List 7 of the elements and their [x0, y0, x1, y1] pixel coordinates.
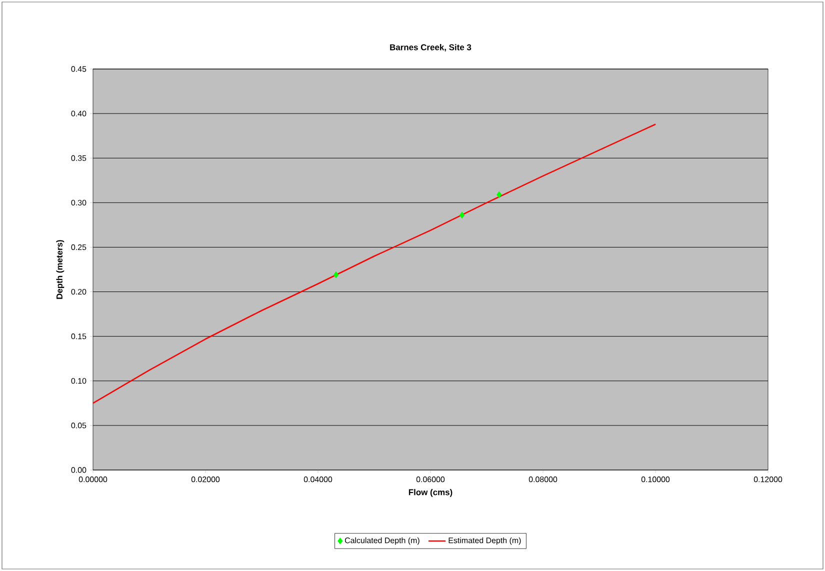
chart-title: Barnes Creek, Site 3	[390, 44, 472, 52]
line-series	[92, 124, 656, 404]
y-axis-title: Depth (meters)	[56, 240, 64, 299]
point	[459, 212, 465, 219]
point	[496, 191, 502, 198]
point	[333, 271, 339, 278]
x-axis-title: Flow (cms)	[408, 489, 452, 497]
